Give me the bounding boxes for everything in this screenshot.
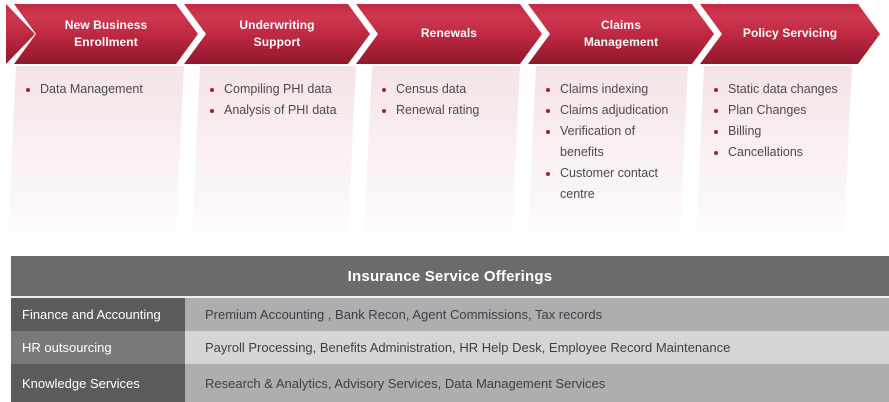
stage-chevron: Underwriting Support [184,4,370,64]
stage-chevron: Claims Management [528,4,714,64]
table-row: HR outsourcing Payroll Processing, Benef… [11,331,889,364]
stage-detail-panel: Claims indexing Claims adjudication Veri… [528,66,688,232]
stage-title: Renewals [420,26,478,41]
stage-list-item: Plan Changes [696,100,846,121]
offerings-table-body: Finance and Accounting Premium Accountin… [11,298,889,402]
stage-list-item: Billing [696,121,846,142]
offerings-table: Insurance Service Offerings Finance and … [11,256,889,402]
stage-list-item: Claims indexing [528,79,682,100]
stage-item-list: Static data changes Plan Changes Billing… [696,66,852,163]
offerings-table-title: Insurance Service Offerings [11,256,889,296]
category-cell: Finance and Accounting [11,298,185,331]
table-separator [11,296,889,298]
stage-list-item: Census data [364,79,514,100]
stage-title: Claims Management [583,17,659,49]
stage-list-item: Analysis of PHI data [192,100,350,121]
stage-detail-panel: Compiling PHI data Analysis of PHI data [192,66,356,232]
services-cell: Payroll Processing, Benefits Administrat… [185,331,889,364]
stage-detail-panel: Data Management [8,66,184,232]
stage-list-item: Compiling PHI data [192,79,350,100]
stage-list-item: Claims adjudication [528,100,682,121]
stage-title: New Business Enrollment [64,17,148,49]
services-cell: Research & Analytics, Advisory Services,… [185,364,889,402]
services-cell: Premium Accounting , Bank Recon, Agent C… [185,298,889,331]
stage-list-item: Customer contact centre [528,163,682,205]
stage-chevron: Policy Servicing [700,4,880,64]
stage-chevron: Renewals [356,4,542,64]
stage-list-item: Verification of benefits [528,121,682,163]
table-row: Knowledge Services Research & Analytics,… [11,364,889,402]
stage-title: Underwriting Support [239,17,315,49]
stage-list-item: Cancellations [696,142,846,163]
stage-item-list: Data Management [8,66,184,100]
stage-title: Policy Servicing [742,26,838,41]
stage-detail-panel: Census data Renewal rating [364,66,520,232]
stage-list-item: Data Management [8,79,178,100]
table-row: Finance and Accounting Premium Accountin… [11,298,889,331]
stage-detail-panel: Static data changes Plan Changes Billing… [696,66,852,232]
stage-item-list: Claims indexing Claims adjudication Veri… [528,66,688,205]
stage-list-item: Renewal rating [364,100,514,121]
category-cell: HR outsourcing [11,331,185,364]
category-cell: Knowledge Services [11,364,185,402]
stage-detail-panels: Data Management Compiling PHI data Analy… [8,66,852,232]
stage-item-list: Compiling PHI data Analysis of PHI data [192,66,356,121]
process-flow-ribbon: New Business Enrollment Underwriting Sup… [6,4,880,64]
stage-chevron: New Business Enrollment [14,4,198,64]
stage-list-item: Static data changes [696,79,846,100]
stage-item-list: Census data Renewal rating [364,66,520,121]
